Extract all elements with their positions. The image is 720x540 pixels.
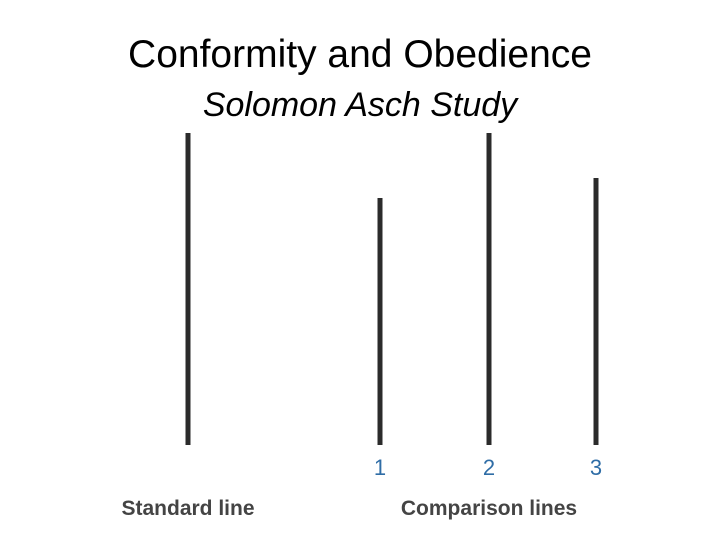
standard-label: Standard line xyxy=(121,497,254,520)
slide-title: Conformity and Obedience xyxy=(128,33,592,76)
line-number: 1 xyxy=(374,455,386,480)
line-number: 3 xyxy=(590,455,602,480)
comparison-label: Comparison lines xyxy=(401,497,577,520)
line-number: 2 xyxy=(483,455,495,480)
slide-subtitle: Solomon Asch Study xyxy=(203,86,519,124)
